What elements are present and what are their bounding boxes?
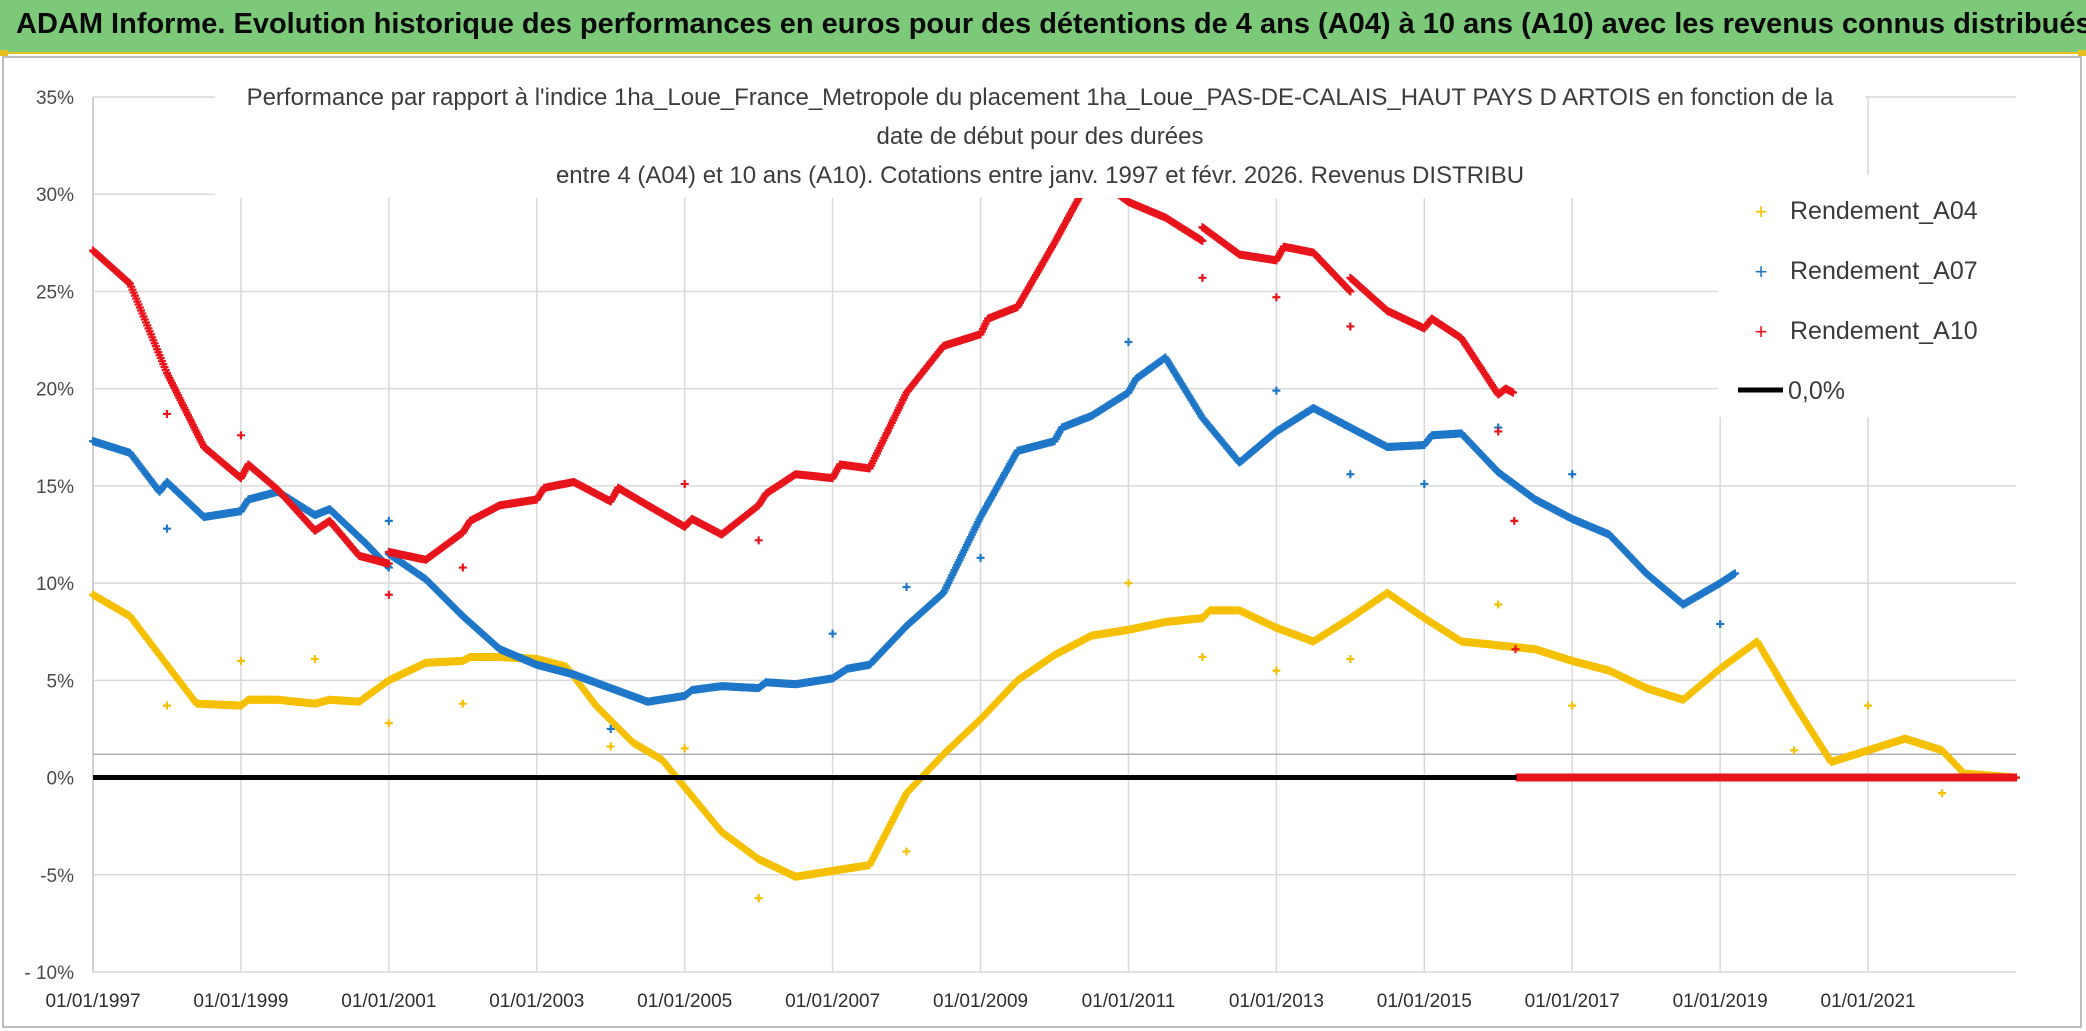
data-point [976,553,985,562]
data-point [1272,666,1281,675]
x-tick-label: 01/01/2021 [1821,991,1916,1012]
x-tick-label: 01/01/2015 [1377,991,1472,1012]
y-tick-label: 15% [36,477,74,498]
chart-title-line-2: date de début pour des durées [877,123,1204,150]
data-point [754,894,763,903]
data-point [384,559,393,568]
data-point [680,479,689,488]
data-point [236,656,245,665]
x-tick-label: 01/01/2019 [1673,991,1768,1012]
chart-title-line-3: entre 4 (A04) et 10 ans (A10). Cotations… [556,162,1524,189]
x-tick-label: 01/01/2013 [1229,991,1324,1012]
x-tick-label: 01/01/2003 [489,991,584,1012]
legend-label-a10: Rendement_A10 [1790,317,1978,345]
data-point [902,847,911,856]
chart-frame [2,56,2082,1028]
y-axis-ticks: - 10% -5% 0% 5% 10% 15% 20% 25% 30% 35% [24,88,74,984]
data-point [384,590,393,599]
series-rendement-a07 [89,338,1739,733]
data-point [1864,701,1873,710]
data-point [384,516,393,525]
data-point [162,701,171,710]
chart-title: Performance par rapport à l'indice 1ha_L… [215,78,1865,198]
y-tick-label: 35% [36,88,74,109]
data-point [236,431,245,440]
x-tick-label: 01/01/2011 [1082,991,1176,1012]
x-tick-label: 01/01/2001 [341,991,436,1012]
report-banner: ADAM Informe. Evolution historique des p… [0,0,2086,54]
data-point [754,536,763,545]
x-axis-ticks: 01/01/1997 01/01/1999 01/01/2001 01/01/2003… [45,991,1915,1012]
data-point [1568,701,1577,710]
banner-corner-right [2078,50,2086,56]
data-point [1272,386,1281,395]
y-tick-label: - 10% [24,963,74,984]
x-tick-label: 01/01/2017 [1525,991,1620,1012]
data-point [162,524,171,533]
chart-legend: + Rendement_A04 + Rendement_A07 + Rendem… [1718,175,2018,417]
data-point [1346,470,1355,479]
data-point [828,629,837,638]
x-tick-label: 01/01/2005 [637,991,732,1012]
series-rendement-a10 [89,170,2020,782]
data-point [902,583,911,591]
data-point [458,699,467,708]
x-tick-label: 01/01/1999 [193,991,288,1012]
legend-marker-a04: + [1755,199,1768,224]
x-tick-label: 01/01/1997 [45,991,140,1012]
chart-title-line-1: Performance par rapport à l'indice 1ha_L… [247,84,1834,111]
y-tick-label: 25% [36,282,74,303]
legend-marker-a07: + [1755,259,1768,284]
data-point [1730,569,1739,578]
data-point [1716,619,1725,628]
data-point [1346,322,1355,331]
banner-corner-left [0,50,8,56]
data-point [1938,789,1947,798]
data-point [310,654,319,663]
legend-label-zero: 0,0% [1788,377,1845,405]
series-rendement-a04 [89,579,2020,903]
data-point [1198,273,1207,282]
y-tick-label: 5% [47,671,75,692]
data-point [1420,479,1429,488]
data-point [1124,338,1133,346]
data-point [1346,654,1355,663]
data-point [162,409,171,418]
y-tick-label: 30% [36,185,74,206]
data-point [1510,516,1519,525]
x-tick-label: 01/01/2007 [785,991,880,1012]
x-tick-label: 01/01/2009 [933,991,1028,1012]
data-point [1272,293,1281,302]
data-point [606,724,615,733]
data-point [606,742,615,751]
data-point [1494,600,1503,609]
data-point [1790,746,1799,755]
legend-label-a07: Rendement_A07 [1790,257,1978,285]
data-point [1124,579,1133,588]
y-tick-label: -5% [40,866,74,887]
y-tick-label: 10% [36,574,74,595]
y-tick-label: 20% [36,380,74,401]
legend-label-a04: Rendement_A04 [1790,197,1978,225]
data-point [124,278,133,287]
data-point [1568,470,1577,479]
data-point [680,744,689,753]
legend-marker-a10: + [1755,319,1768,344]
data-point [458,563,467,572]
data-point [1198,653,1207,661]
y-tick-label: 0% [47,769,75,790]
banner-title: ADAM Informe. Evolution historique des p… [16,8,2086,40]
data-point [384,719,393,728]
